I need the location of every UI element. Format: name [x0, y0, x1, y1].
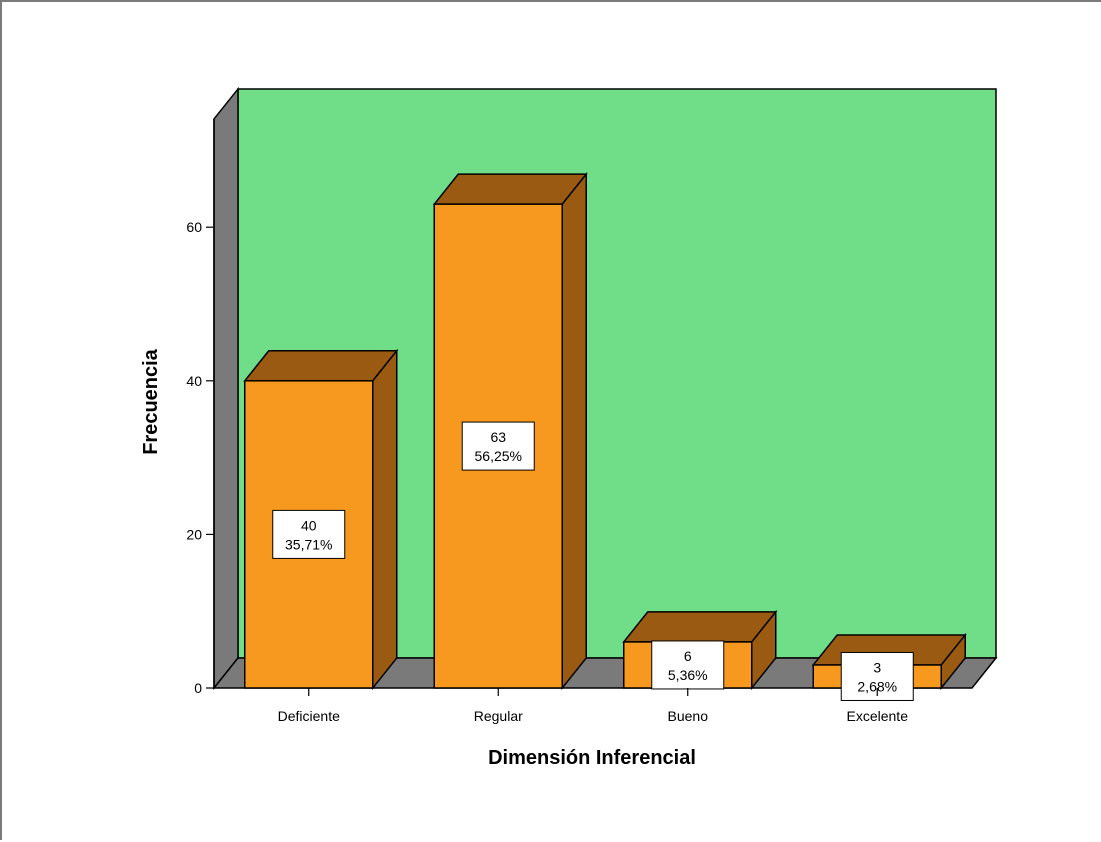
bar-top	[434, 174, 586, 204]
data-label-percent: 5,36%	[668, 667, 708, 683]
data-label-count: 6	[684, 648, 692, 664]
side-wall	[214, 89, 238, 688]
data-label-count: 63	[490, 429, 506, 445]
bar-top	[624, 612, 776, 642]
y-tick-label: 40	[186, 373, 202, 389]
data-label-percent: 35,71%	[285, 536, 332, 552]
bar-top	[245, 351, 397, 381]
y-axis: 0 20 40 60	[186, 119, 214, 696]
y-axis-title: Frecuencia	[140, 348, 162, 454]
bar-side	[562, 174, 586, 688]
x-tick-label: Deficiente	[278, 708, 340, 724]
data-label-count: 3	[873, 659, 881, 675]
data-label-count: 40	[301, 517, 317, 533]
x-axis-ticks: Deficiente Regular Bueno Excelente	[278, 688, 909, 724]
x-tick-label: Bueno	[668, 708, 709, 724]
y-tick-label: 20	[186, 526, 202, 542]
bar-side	[373, 351, 397, 688]
x-tick-label: Regular	[474, 708, 523, 724]
data-label-percent: 56,25%	[475, 448, 522, 464]
x-axis-title: Dimensión Inferencial	[488, 747, 696, 769]
y-tick-label: 0	[194, 680, 202, 696]
x-tick-label: Excelente	[847, 708, 909, 724]
y-tick-label: 60	[186, 219, 202, 235]
